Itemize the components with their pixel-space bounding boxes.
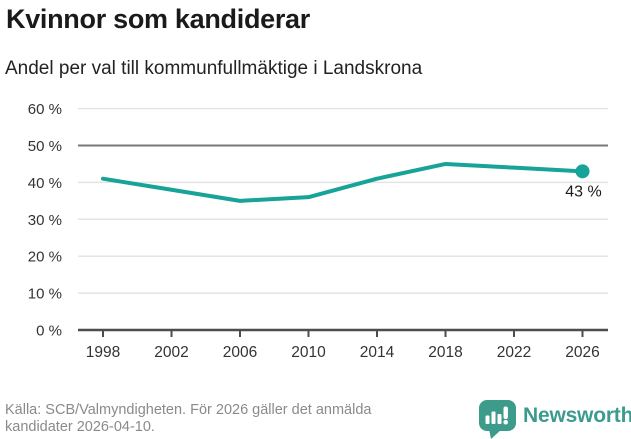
newsworthy-logo: Newsworthy	[478, 399, 631, 439]
x-tick-label: 2014	[360, 344, 395, 361]
x-tick-label: 2022	[497, 344, 531, 361]
source-note: Källa: SCB/Valmyndigheten. För 2026 gäll…	[5, 402, 371, 436]
x-tick-label: 2018	[428, 344, 462, 361]
y-tick-label: 60 %	[28, 101, 62, 118]
newsworthy-icon	[479, 400, 516, 439]
y-tick-label: 20 %	[28, 249, 62, 266]
y-tick-label: 10 %	[28, 286, 62, 303]
y-tick-label: 0 %	[36, 323, 62, 340]
chart-title: Kvinnor som kandiderar	[6, 4, 310, 34]
end-point-label: 43 %	[565, 183, 601, 200]
end-point-marker	[575, 164, 590, 179]
y-tick-label: 40 %	[28, 175, 62, 192]
x-tick-label: 2010	[291, 344, 326, 361]
x-tick-label: 1998	[86, 344, 120, 361]
data-line	[101, 161, 585, 203]
chart-subtitle: Andel per val till kommunfullmäktige i L…	[5, 58, 423, 79]
source-line-1: Källa: SCB/Valmyndigheten. För 2026 gäll…	[5, 402, 372, 418]
x-tick-label: 2002	[154, 344, 188, 361]
newsworthy-wordmark: Newsworthy	[523, 404, 631, 427]
x-tick-label: 2006	[223, 344, 257, 361]
x-tick-label: 2026	[565, 344, 599, 361]
y-tick-label: 30 %	[28, 212, 62, 229]
y-tick-label: 50 %	[28, 138, 62, 155]
source-line-2: kandidater 2026-04-10.	[5, 419, 155, 436]
